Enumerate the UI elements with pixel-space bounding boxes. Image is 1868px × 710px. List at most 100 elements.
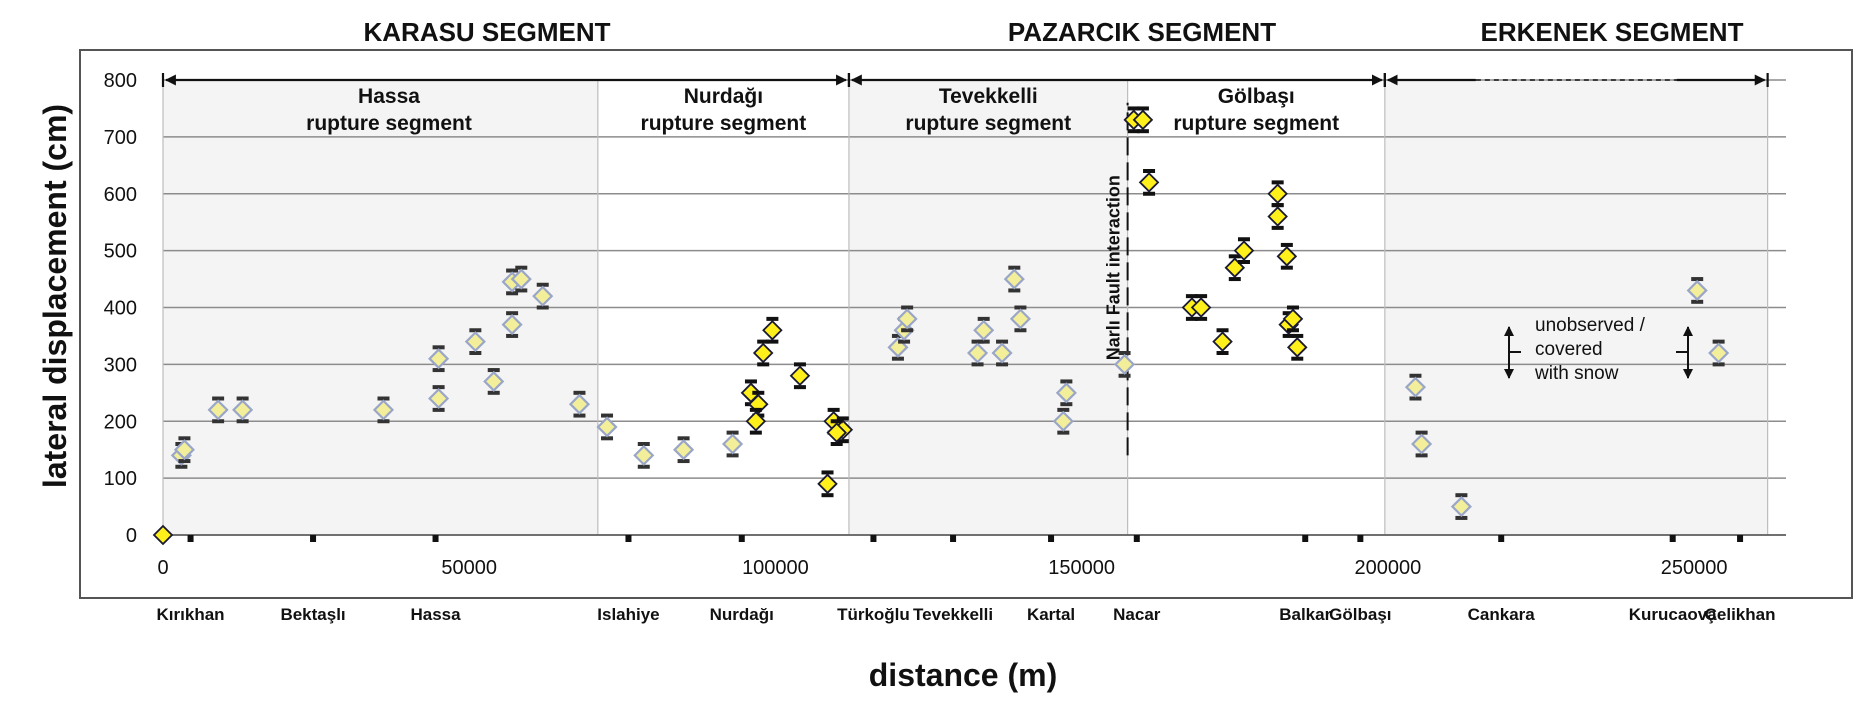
town-label-8: Nacar <box>1113 605 1161 624</box>
x-tick-label-4: 200000 <box>1355 557 1422 579</box>
data-point-s0-7 <box>817 470 838 498</box>
data-point-s0-12 <box>1132 106 1154 134</box>
town-label-1: Bektaşlı <box>280 605 345 624</box>
data-point-s1-20 <box>896 305 918 333</box>
data-point-s0-21 <box>1276 242 1298 270</box>
y-axis: 0 100 200 300 400 500 600 700 800 <box>104 70 137 547</box>
y-tick-label-0: 0 <box>126 525 137 547</box>
x-tick-label-1: 50000 <box>441 557 497 579</box>
snow-annotation-line-0: unobserved / <box>1535 315 1646 336</box>
town-marker-5 <box>870 535 877 542</box>
town-label-3: Islahiye <box>597 605 659 624</box>
town-marker-4 <box>738 535 745 542</box>
rupture-label-sub-2: rupture segment <box>905 112 1071 135</box>
town-marker-3 <box>625 535 632 542</box>
fault-segment-title-0: KARASU SEGMENT <box>363 17 610 47</box>
town-marker-13 <box>1737 535 1744 542</box>
data-point-s0-24 <box>1286 333 1308 361</box>
rupture-label-name-2: Tevekkelli <box>939 85 1038 108</box>
town-label-5: Türkoğlu <box>837 605 910 624</box>
rupture-label-sub-3: rupture segment <box>1173 112 1339 135</box>
rupture-label-sub-0: rupture segment <box>306 112 472 135</box>
data-point-s1-21 <box>967 339 989 367</box>
town-marker-11 <box>1498 535 1505 542</box>
y-tick-label-3: 300 <box>104 354 137 376</box>
rupture-segment-labels: Hassa rupture segment Nurdağı rupture segme… <box>306 85 1339 135</box>
y-tick-label-5: 500 <box>104 241 137 263</box>
data-point-s1-9 <box>501 311 523 338</box>
x-tick-label-0: 0 <box>157 557 168 579</box>
data-point-s0-0 <box>152 524 174 546</box>
snow-annotation-line-2: with snow <box>1534 363 1619 384</box>
data-point-s0-16 <box>1212 328 1233 355</box>
town-marker-6 <box>950 535 957 542</box>
data-point-s1-6 <box>428 385 450 412</box>
x-tick-label-5: 250000 <box>1661 557 1728 579</box>
data-point-s0-18 <box>1233 237 1255 264</box>
data-point-s0-10 <box>826 419 847 446</box>
data-point-s1-3 <box>232 396 254 424</box>
data-point-s1-16 <box>673 436 695 464</box>
x-axis-title: distance (m) <box>869 657 1057 693</box>
data-point-s1-7 <box>464 328 486 355</box>
town-marker-9 <box>1302 535 1309 542</box>
data-point-s0-23 <box>1282 305 1304 333</box>
data-point-s1-32 <box>1686 277 1708 304</box>
data-point-s1-8 <box>483 368 505 395</box>
x-axis: 0 50000 100000 150000 200000 250000 <box>157 557 1727 579</box>
data-point-s1-22 <box>973 316 995 344</box>
data-point-s0-15 <box>1190 294 1212 321</box>
data-point-s1-26 <box>1052 407 1074 435</box>
data-point-s1-2 <box>207 396 229 424</box>
town-label-2: Hassa <box>410 605 461 624</box>
town-labels: Kırıkhan Bektaşlı Hassa Islahiye Nurdağı Türk… <box>157 535 1776 624</box>
data-point-s1-30 <box>1411 430 1433 458</box>
rupture-label-name-3: Gölbaşı <box>1218 85 1295 108</box>
data-point-s1-33 <box>1708 339 1730 367</box>
town-marker-2 <box>432 535 439 542</box>
town-marker-0 <box>187 535 194 542</box>
data-point-s1-29 <box>1404 373 1427 401</box>
data-point-s1-4 <box>372 396 395 424</box>
data-point-s0-4 <box>752 339 774 367</box>
town-label-4: Nurdağı <box>710 605 774 624</box>
town-label-7: Kartal <box>1027 605 1075 624</box>
rupture-label-name-1: Nurdağı <box>684 85 763 108</box>
data-points <box>152 106 1730 546</box>
y-tick-label-1: 100 <box>104 468 137 490</box>
fault-segment-title-2: ERKENEK SEGMENT <box>1481 17 1744 47</box>
data-point-s1-11 <box>510 265 532 293</box>
town-marker-8 <box>1133 535 1140 542</box>
data-point-s1-28 <box>1113 351 1136 378</box>
snow-annotation-line-1: covered <box>1535 339 1603 360</box>
town-label-12: Kurucaova <box>1629 605 1717 624</box>
data-point-s1-23 <box>991 339 1013 367</box>
town-marker-10 <box>1357 535 1364 542</box>
data-point-s0-20 <box>1267 203 1288 230</box>
y-tick-label-8: 800 <box>104 70 137 92</box>
data-point-s0-6 <box>789 362 811 390</box>
data-point-s1-14 <box>596 413 618 441</box>
town-marker-1 <box>310 535 317 542</box>
data-point-s1-24 <box>1003 265 1025 293</box>
town-label-6: Tevekkelli <box>913 605 993 624</box>
data-point-s1-17 <box>722 430 744 458</box>
y-axis-title: lateral displacement (cm) <box>37 104 73 488</box>
fault-segment-title-1: PAZARCIK SEGMENT <box>1008 17 1276 47</box>
data-point-s1-13 <box>568 390 591 418</box>
town-label-13: Çelikhan <box>1705 605 1776 624</box>
town-label-0: Kırıkhan <box>157 605 225 624</box>
y-tick-label-2: 200 <box>104 411 137 433</box>
y-tick-label-7: 700 <box>104 127 137 149</box>
town-label-9: Balkar <box>1279 605 1331 624</box>
fault-segments: KARASU SEGMENT PAZARCIK SEGMENT ERKENEK SE… <box>161 17 1769 87</box>
data-point-s1-31 <box>1450 493 1472 520</box>
y-tick-label-4: 400 <box>104 298 137 320</box>
data-point-s0-5 <box>762 316 783 344</box>
narli-fault-label: Narlı Fault interaction <box>1104 175 1124 360</box>
data-point-s1-25 <box>1009 305 1031 333</box>
rupture-label-name-0: Hassa <box>358 85 420 108</box>
town-marker-12 <box>1669 535 1676 542</box>
data-point-s0-13 <box>1138 169 1160 196</box>
data-point-s1-5 <box>428 345 450 373</box>
